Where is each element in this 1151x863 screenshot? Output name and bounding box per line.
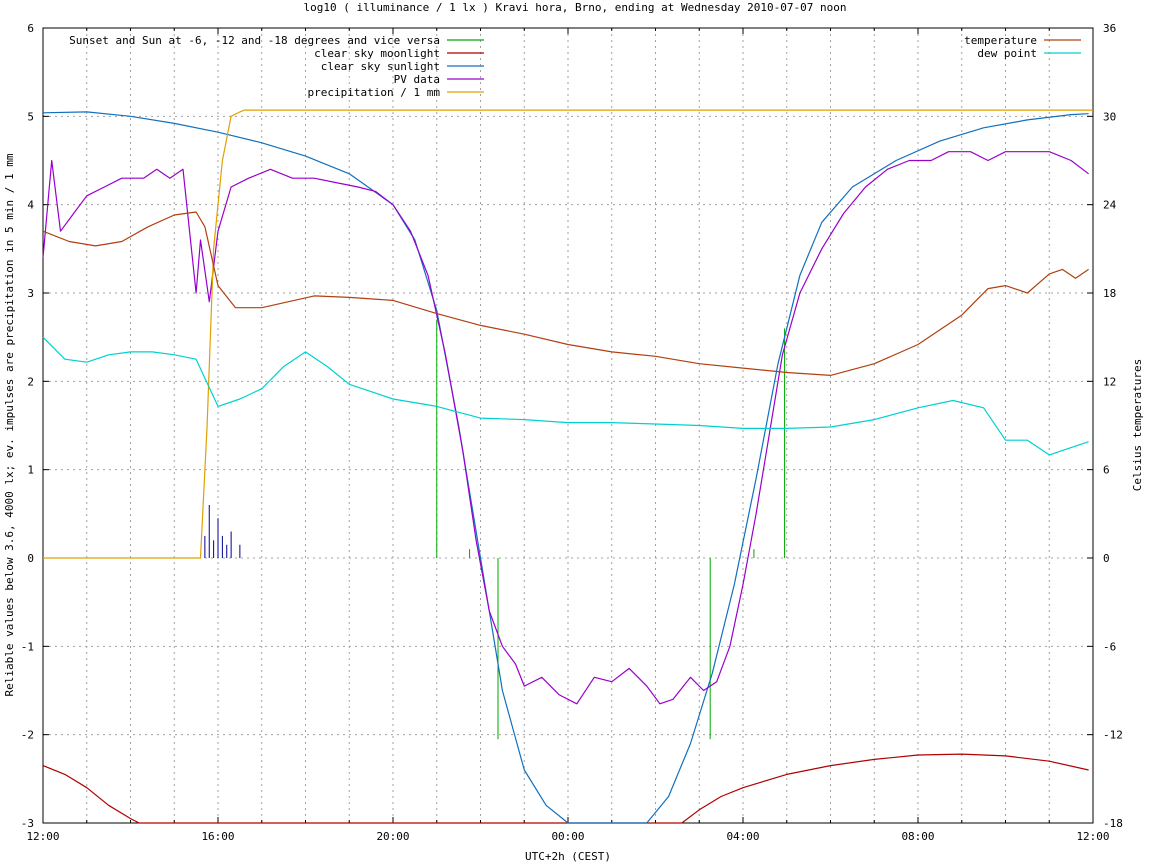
series-lines — [42, 109, 1093, 824]
y2-tick-label: 18 — [1103, 287, 1116, 300]
x-tick-label: 08:00 — [901, 830, 934, 843]
y2-tick-label: -12 — [1103, 729, 1123, 742]
y2-tick-label: 0 — [1103, 552, 1110, 565]
y2-tick-label: 30 — [1103, 110, 1116, 123]
legend-left-label: precipitation / 1 mm — [308, 86, 441, 99]
y2-tick-label: 12 — [1103, 375, 1116, 388]
x-axis-label: UTC+2h (CEST) — [525, 850, 611, 863]
series-line-temperature — [42, 211, 1089, 376]
x-tick-label: 04:00 — [726, 830, 759, 843]
series-line-precipitation-1-mm — [43, 109, 1093, 559]
y2-tick-label: 6 — [1103, 464, 1110, 477]
legend-left: Sunset and Sun at -6, -12 and -18 degree… — [69, 34, 484, 99]
twilight-event-lines — [436, 319, 786, 740]
legend-right-label: dew point — [977, 47, 1037, 60]
y-tick-label: 2 — [27, 375, 34, 388]
x-axis: 12:00 16:00 20:00 00:00 04:00 08:00 12:00 — [26, 28, 1110, 843]
y-tick-label: -1 — [21, 640, 34, 653]
y-tick-label: -2 — [21, 729, 34, 742]
x-tick-label: 00:00 — [551, 830, 584, 843]
chart-title: log10 ( illuminance / 1 lx ) Kravi hora,… — [303, 1, 846, 14]
precipitation-impulses — [204, 505, 241, 558]
legend-left-label: clear sky moonlight — [314, 47, 440, 60]
series-line-clear-sky-sunlight — [42, 111, 1089, 824]
series-line-pv-data — [42, 151, 1089, 705]
x-tick-label: 12:00 — [26, 830, 59, 843]
y-tick-label: 6 — [27, 22, 34, 35]
y-tick-label: -3 — [21, 817, 34, 830]
y-tick-label: 1 — [27, 464, 34, 477]
y-axis-left: 6 5 4 3 2 1 0 -1 -2 -3 — [21, 22, 49, 830]
y-tick-label: 4 — [27, 199, 34, 212]
y-tick-label: 0 — [27, 552, 34, 565]
y2-axis-label: Celsius temperatures — [1131, 359, 1144, 491]
legend-right-label: temperature — [964, 34, 1037, 47]
y-tick-label: 5 — [27, 110, 34, 123]
x-tick-label: 16:00 — [201, 830, 234, 843]
y-axis-label: Reliable values below 3.6, 4000 lx; ev. … — [3, 153, 16, 696]
y2-tick-label: 24 — [1103, 199, 1117, 212]
legend-left-label: Sunset and Sun at -6, -12 and -18 degree… — [69, 34, 440, 47]
x-tick-label: 20:00 — [376, 830, 409, 843]
y-tick-label: 3 — [27, 287, 34, 300]
series-line-dew-point — [42, 336, 1089, 456]
x-tick-label: 12:00 — [1076, 830, 1109, 843]
y2-tick-label: 36 — [1103, 22, 1116, 35]
legend-left-label: PV data — [394, 73, 440, 86]
legend-left-label: clear sky sunlight — [321, 60, 440, 73]
y2-tick-label: -6 — [1103, 640, 1116, 653]
y2-tick-label: -18 — [1103, 817, 1123, 830]
series-line-clear-sky-moonlight — [42, 753, 1089, 824]
y-axis-right: 36 30 24 18 12 6 0 -6 -12 -18 — [1087, 22, 1123, 830]
